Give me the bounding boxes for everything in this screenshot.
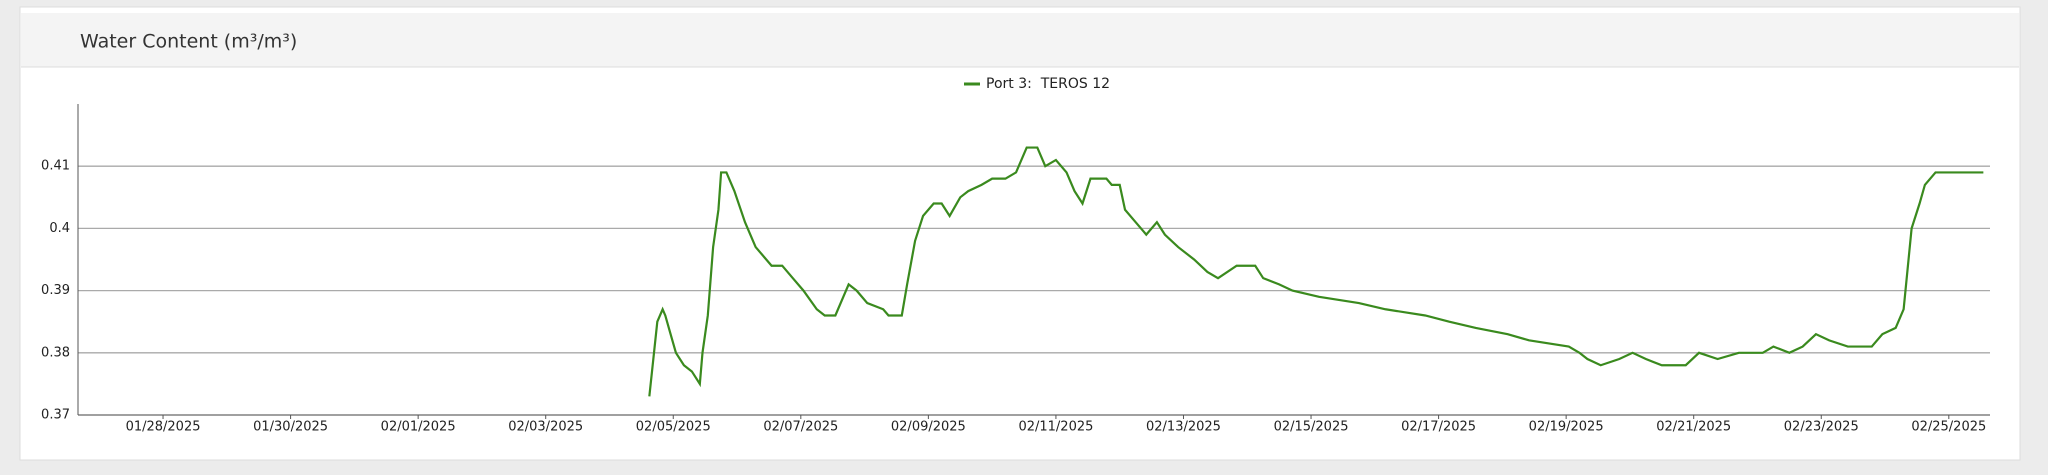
card-header (21, 13, 2019, 67)
x-tick-label: 02/07/2025 (763, 420, 838, 435)
x-tick-label: 02/11/2025 (1018, 420, 1093, 435)
x-tick-label: 02/09/2025 (891, 420, 966, 435)
y-tick-label: 0.38 (41, 345, 70, 360)
y-tick-label: 0.37 (41, 408, 70, 423)
y-tick-label: 0.39 (41, 283, 70, 298)
y-tick-label: 0.41 (41, 159, 70, 174)
x-tick-label: 02/25/2025 (1911, 420, 1986, 435)
legend-label: Port 3: TEROS 12 (986, 76, 1110, 92)
x-tick-label: 02/01/2025 (381, 420, 456, 435)
x-tick-label: 02/05/2025 (636, 420, 711, 435)
x-tick-label: 01/28/2025 (126, 420, 201, 435)
data-line (648, 146, 1984, 397)
x-tick-label: 02/17/2025 (1401, 420, 1476, 435)
x-tick-label: 02/15/2025 (1274, 420, 1349, 435)
x-tick-label: 02/03/2025 (508, 420, 583, 435)
chart-title: Water Content (m³/m³) (80, 31, 297, 53)
x-tick-label: 02/23/2025 (1784, 420, 1859, 435)
x-tick-label: 02/21/2025 (1656, 420, 1731, 435)
y-tick-label: 0.4 (49, 221, 70, 236)
x-tick-label: 01/30/2025 (253, 420, 328, 435)
x-tick-label: 02/19/2025 (1529, 420, 1604, 435)
x-tick-label: 02/13/2025 (1146, 420, 1221, 435)
card (19, 6, 2021, 461)
